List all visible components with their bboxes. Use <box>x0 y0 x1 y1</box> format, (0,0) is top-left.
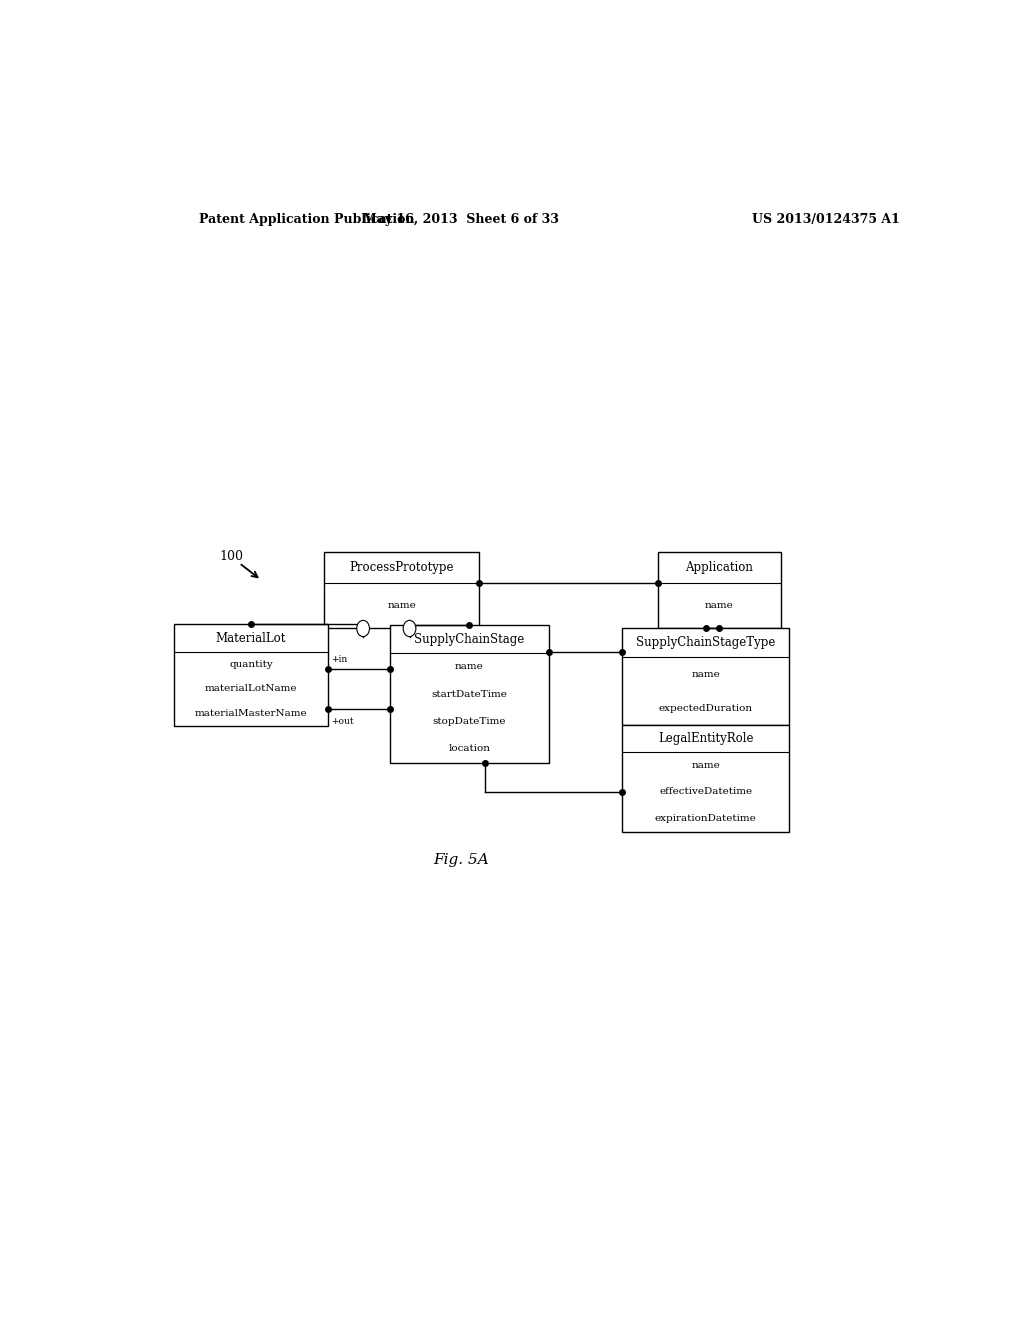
Text: materialMasterName: materialMasterName <box>195 709 307 718</box>
Text: SupplyChainStageType: SupplyChainStageType <box>636 636 775 649</box>
Bar <box>325 552 479 628</box>
Text: MaterialLot: MaterialLot <box>216 632 286 644</box>
Text: ProcessPrototype: ProcessPrototype <box>349 561 454 574</box>
Bar <box>657 552 780 628</box>
Circle shape <box>403 620 416 636</box>
Text: name: name <box>691 760 720 770</box>
Text: LegalEntityRole: LegalEntityRole <box>658 731 754 744</box>
Text: expectedDuration: expectedDuration <box>658 704 753 713</box>
Text: startDateTime: startDateTime <box>431 689 507 698</box>
Text: +in: +in <box>331 655 347 664</box>
Bar <box>390 626 549 763</box>
Text: Application: Application <box>685 561 754 574</box>
Text: quantity: quantity <box>229 660 272 669</box>
Text: name: name <box>455 663 483 671</box>
Text: name: name <box>387 601 416 610</box>
Bar <box>623 725 790 832</box>
Text: SupplyChainStage: SupplyChainStage <box>414 632 524 645</box>
Text: US 2013/0124375 A1: US 2013/0124375 A1 <box>753 213 900 226</box>
Text: effectiveDatetime: effectiveDatetime <box>659 787 753 796</box>
Text: May 16, 2013  Sheet 6 of 33: May 16, 2013 Sheet 6 of 33 <box>364 213 559 226</box>
Text: stopDateTime: stopDateTime <box>432 717 506 726</box>
Text: expirationDatetime: expirationDatetime <box>655 814 757 822</box>
Bar <box>623 628 790 725</box>
Circle shape <box>356 620 370 636</box>
Text: 100: 100 <box>219 550 244 564</box>
Bar <box>174 624 329 726</box>
Text: materialLotName: materialLotName <box>205 685 297 693</box>
Text: name: name <box>691 669 720 678</box>
Text: Fig. 5A: Fig. 5A <box>433 853 489 867</box>
Text: +out: +out <box>331 717 353 726</box>
Text: location: location <box>449 744 490 754</box>
Text: Patent Application Publication: Patent Application Publication <box>200 213 415 226</box>
Text: name: name <box>705 601 733 610</box>
